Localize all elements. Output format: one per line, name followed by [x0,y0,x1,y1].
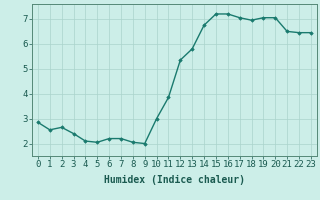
X-axis label: Humidex (Indice chaleur): Humidex (Indice chaleur) [104,175,245,185]
